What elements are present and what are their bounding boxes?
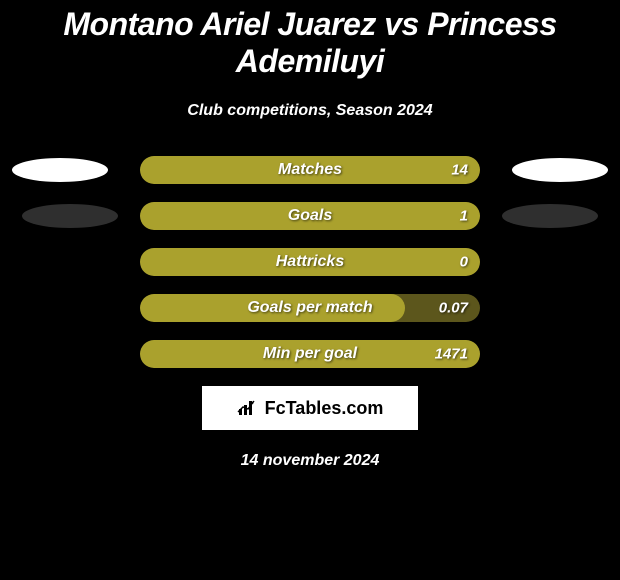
- player-left-ellipse: [12, 158, 108, 182]
- stat-row: Matches 14: [0, 156, 620, 184]
- barchart-icon: [237, 399, 259, 417]
- stat-label: Min per goal: [140, 345, 480, 363]
- player-right-ellipse: [502, 204, 598, 228]
- stat-bar: Goals 1: [140, 202, 480, 230]
- stat-row: Goals per match 0.07: [0, 294, 620, 322]
- stat-value: 0.07: [439, 300, 468, 317]
- stat-bar: Min per goal 1471: [140, 340, 480, 368]
- subtitle: Club competitions, Season 2024: [0, 102, 620, 120]
- stat-value: 1: [460, 208, 468, 225]
- stat-bar: Matches 14: [140, 156, 480, 184]
- logo-inner: FcTables.com: [237, 398, 384, 419]
- stat-bar: Goals per match 0.07: [140, 294, 480, 322]
- stat-label: Goals: [140, 207, 480, 225]
- stats-area: Matches 14 Goals 1 Hattricks 0: [0, 156, 620, 368]
- infographic-container: Montano Ariel Juarez vs Princess Ademilu…: [0, 0, 620, 580]
- stat-row: Goals 1: [0, 202, 620, 230]
- stat-row: Min per goal 1471: [0, 340, 620, 368]
- stat-value: 0: [460, 254, 468, 271]
- logo-text: FcTables.com: [265, 398, 384, 419]
- stat-label: Hattricks: [140, 253, 480, 271]
- date-line: 14 november 2024: [0, 452, 620, 470]
- player-right-ellipse: [512, 158, 608, 182]
- player-left-ellipse: [22, 204, 118, 228]
- page-title: Montano Ariel Juarez vs Princess Ademilu…: [0, 0, 620, 80]
- stat-bar: Hattricks 0: [140, 248, 480, 276]
- fctables-logo: FcTables.com: [202, 386, 418, 430]
- stat-value: 14: [451, 162, 468, 179]
- stat-label: Goals per match: [140, 299, 480, 317]
- stat-label: Matches: [140, 161, 480, 179]
- stat-row: Hattricks 0: [0, 248, 620, 276]
- stat-value: 1471: [435, 346, 468, 363]
